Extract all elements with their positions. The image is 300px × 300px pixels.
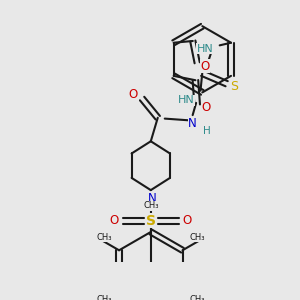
Text: O: O	[183, 214, 192, 227]
Text: N: N	[188, 117, 197, 130]
Text: O: O	[110, 214, 119, 227]
Text: O: O	[129, 88, 138, 101]
Text: N: N	[148, 192, 157, 205]
Text: HN: HN	[197, 44, 214, 54]
Text: O: O	[200, 60, 210, 73]
Text: CH₃: CH₃	[96, 233, 112, 242]
Text: CH₃: CH₃	[190, 296, 205, 300]
Text: CH₃: CH₃	[96, 296, 112, 300]
Text: CH₃: CH₃	[190, 233, 205, 242]
Text: CH₃: CH₃	[143, 201, 158, 210]
Text: O: O	[201, 101, 211, 114]
Text: HN: HN	[178, 95, 194, 105]
Text: S: S	[146, 214, 156, 228]
Text: S: S	[230, 80, 238, 93]
Text: H: H	[203, 126, 211, 136]
